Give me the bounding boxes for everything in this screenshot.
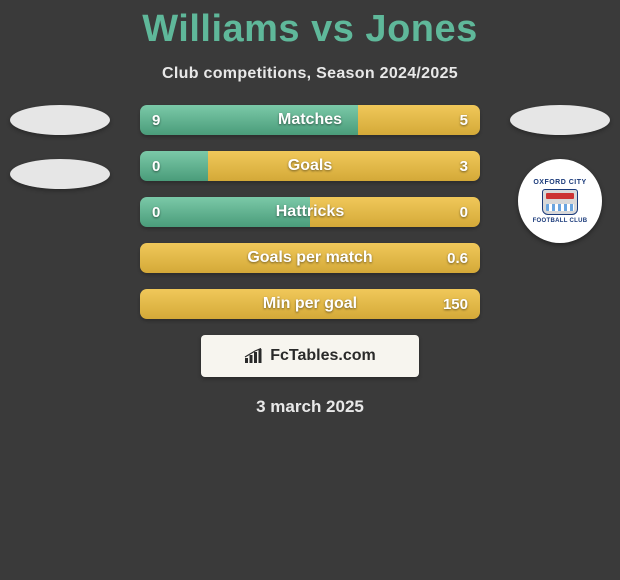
stat-value-right: 5 (460, 105, 468, 135)
stat-label: Matches (140, 105, 480, 135)
stat-label: Goals per match (140, 243, 480, 273)
stat-value-right: 0 (460, 197, 468, 227)
stat-label: Goals (140, 151, 480, 181)
stat-label: Hattricks (140, 197, 480, 227)
right-player-badges (510, 105, 610, 159)
site-logo[interactable]: FcTables.com (201, 335, 419, 377)
club-badge-shield-icon (542, 189, 578, 215)
page-subtitle: Club competitions, Season 2024/2025 (0, 65, 620, 83)
player-club-placeholder (10, 159, 110, 189)
stat-row: Goals0 3 (140, 151, 480, 181)
stat-value-left: 9 (152, 105, 160, 135)
club-badge-top: OXFORD CITY (533, 179, 586, 186)
snapshot-date: 3 march 2025 (0, 397, 620, 417)
stat-value-right: 150 (443, 289, 468, 319)
stat-row: Matches9 5 (140, 105, 480, 135)
stat-label: Min per goal (140, 289, 480, 319)
player-badge-placeholder (510, 105, 610, 135)
stats-area: OXFORD CITY FOOTBALL CLUB Matches9 5 Goals… (0, 105, 620, 417)
stat-row: Min per goal150 (140, 289, 480, 319)
site-logo-text: FcTables.com (270, 347, 376, 365)
club-badge: OXFORD CITY FOOTBALL CLUB (518, 159, 602, 243)
stat-bars: Matches95Goals03Hattricks00Goals per mat… (140, 105, 480, 319)
stat-value-left: 0 (152, 151, 160, 181)
stat-row: Goals per match0.6 (140, 243, 480, 273)
player-badge-placeholder (10, 105, 110, 135)
left-player-badges (10, 105, 110, 213)
stat-value-right: 0.6 (447, 243, 468, 273)
bar-chart-icon (244, 348, 264, 364)
stat-value-right: 3 (460, 151, 468, 181)
stat-value-left: 0 (152, 197, 160, 227)
club-badge-bottom: FOOTBALL CLUB (533, 218, 588, 224)
page-title: Williams vs Jones (0, 0, 620, 51)
stat-row: Hattricks0 0 (140, 197, 480, 227)
